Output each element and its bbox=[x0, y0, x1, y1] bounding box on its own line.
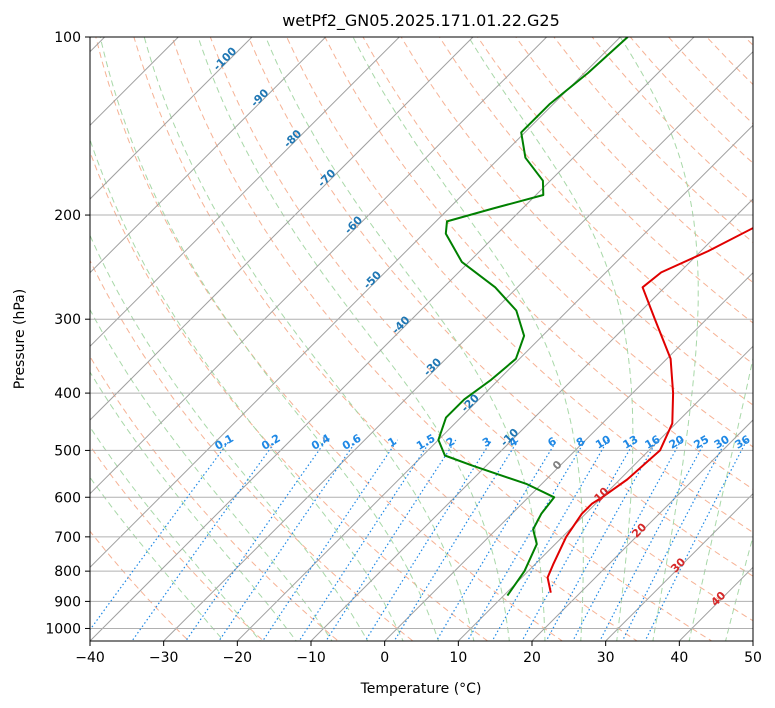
mixing-ratio-line bbox=[572, 439, 682, 641]
moist-adiabat-line bbox=[725, 534, 753, 641]
mixing-ratio-line bbox=[644, 439, 748, 641]
x-tick-label: −20 bbox=[223, 650, 253, 666]
moist-adiabat-line bbox=[468, 37, 634, 641]
mixing-ratio-line bbox=[521, 439, 636, 641]
x-tick-label: −40 bbox=[75, 650, 105, 666]
isotherm-line bbox=[90, 37, 401, 348]
x-tick-label: 20 bbox=[523, 650, 541, 666]
isotherm-line bbox=[310, 198, 753, 641]
axis-layer: −40 −30 −20 −10 0 10 20 30 40 50 1000 900 800 700 600 5… bbox=[45, 30, 762, 666]
y-axis-label: Pressure (hPa) bbox=[12, 289, 28, 389]
mixing-ratio-line bbox=[491, 439, 609, 641]
isotherm-line bbox=[531, 419, 753, 641]
isotherm-line bbox=[604, 492, 753, 641]
isotherm-line bbox=[162, 50, 753, 641]
isotherm-line bbox=[90, 37, 253, 200]
x-tick-label: 40 bbox=[670, 650, 688, 666]
y-tick-label: 1000 bbox=[45, 621, 81, 637]
y-tick-label: 200 bbox=[54, 208, 81, 224]
dewpoint-profile-line bbox=[437, 37, 629, 597]
dry-adiabat-line bbox=[438, 37, 753, 365]
chart-title: wetPf2_GN05.2025.171.01.22.G25 bbox=[282, 11, 560, 31]
x-tick-label: 50 bbox=[744, 650, 762, 666]
isotherm-line bbox=[90, 37, 695, 641]
mixing-ratio-line bbox=[298, 439, 432, 641]
isotherm-line bbox=[90, 37, 622, 569]
moist-adiabat-line bbox=[688, 355, 753, 641]
y-tick-label: 900 bbox=[54, 594, 81, 610]
x-tick-label: 0 bbox=[380, 650, 389, 666]
moist-adiabat-line bbox=[265, 37, 546, 641]
mixing-ratio-line bbox=[218, 439, 358, 641]
isotherm-line bbox=[90, 37, 548, 495]
dry-adiabat-line bbox=[362, 37, 753, 448]
plot-frame bbox=[89, 36, 754, 642]
x-tick-label: 10 bbox=[449, 650, 467, 666]
isotherm-line bbox=[90, 37, 327, 274]
y-tick-label: 300 bbox=[54, 312, 81, 328]
mixing-ratio-line bbox=[621, 439, 727, 641]
x-tick-label: 30 bbox=[597, 650, 615, 666]
mixing-ratio-line bbox=[325, 439, 457, 641]
y-tick-label: 600 bbox=[54, 490, 81, 506]
isotherm-line bbox=[383, 271, 753, 641]
mixing-ratio-line bbox=[90, 439, 231, 631]
mixing-ratio-line bbox=[466, 439, 587, 641]
y-tick-label: 700 bbox=[54, 530, 81, 546]
mixing-ratio-line bbox=[364, 439, 493, 641]
mixing-ratio-line bbox=[545, 439, 658, 641]
mixing-ratio-line bbox=[435, 439, 558, 641]
isotherm-line bbox=[236, 124, 753, 641]
mixing-ratio-line bbox=[131, 439, 278, 641]
mixing-ratio-line bbox=[599, 439, 707, 641]
x-tick-label: −30 bbox=[149, 650, 179, 666]
x-axis-label: Temperature (°C) bbox=[360, 681, 482, 697]
dry-adiabat-line bbox=[400, 37, 753, 406]
dry-adiabat-line bbox=[324, 37, 753, 490]
temperature-profile-line bbox=[546, 226, 753, 593]
moist-adiabat-line bbox=[90, 308, 333, 641]
y-tick-label: 400 bbox=[54, 386, 81, 402]
x-tick-label: −10 bbox=[296, 650, 326, 666]
series-layer bbox=[437, 37, 753, 597]
moist-adiabat-line bbox=[619, 37, 699, 641]
grid-layer bbox=[90, 37, 753, 641]
moist-adiabat-line bbox=[143, 37, 475, 641]
y-tick-label: 500 bbox=[54, 443, 81, 459]
isotherm-line bbox=[457, 345, 753, 641]
y-tick-label: 100 bbox=[54, 30, 81, 46]
isotherm-line bbox=[90, 37, 474, 421]
y-tick-label: 800 bbox=[54, 564, 81, 580]
